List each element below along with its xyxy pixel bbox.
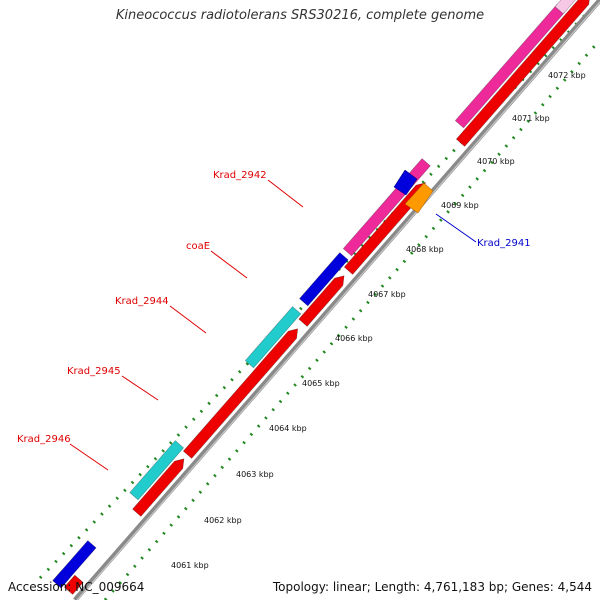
tick-4066: 4066 kbp xyxy=(335,334,373,343)
tick-4070: 4070 kbp xyxy=(477,157,515,166)
gene-label-krad-2945: Krad_2945 xyxy=(67,366,121,377)
label-leaders xyxy=(69,179,477,471)
gene-blue-reverse xyxy=(393,169,418,196)
cds-arrow-4 xyxy=(298,275,345,327)
cds-arrow-3 xyxy=(182,328,299,459)
gene-label-krad-2944: Krad_2944 xyxy=(115,296,169,307)
gene-bar-3 xyxy=(129,440,185,501)
gene-bar-2 xyxy=(52,540,97,589)
gene-track xyxy=(52,0,576,589)
gene-bar-4 xyxy=(244,306,302,369)
cds-arrow-6 xyxy=(455,0,590,147)
tick-4069: 4069 kbp xyxy=(441,201,479,210)
tick-4061: 4061 kbp xyxy=(171,561,209,570)
tick-4067: 4067 kbp xyxy=(368,290,406,299)
tick-4062: 4062 kbp xyxy=(204,516,242,525)
gene-label-group: Krad_2942 coaE Krad_2944 Krad_2945 Krad_… xyxy=(17,170,531,445)
tick-dotted-track xyxy=(103,39,600,600)
cds-arrow-2 xyxy=(132,458,185,517)
cds-track xyxy=(63,0,590,595)
gene-label-coae: coaE xyxy=(186,241,210,252)
tick-4065: 4065 kbp xyxy=(302,379,340,388)
tick-4063: 4063 kbp xyxy=(236,470,274,479)
genome-summary: Topology: linear; Length: 4,761,183 bp; … xyxy=(272,580,592,594)
gene-label-krad-2946: Krad_2946 xyxy=(17,434,71,445)
gene-bar-8 xyxy=(554,0,576,15)
tick-labels: 4061 kbp 4062 kbp 4063 kbp 4064 kbp 4065… xyxy=(171,71,586,570)
backbone-line xyxy=(73,0,600,600)
gene-label-krad-2941: Krad_2941 xyxy=(477,238,531,249)
accession-text: Accession: NC_009664 xyxy=(8,580,145,594)
gene-bar-5 xyxy=(299,252,349,307)
tick-4068: 4068 kbp xyxy=(406,245,444,254)
tick-4072: 4072 kbp xyxy=(548,71,586,80)
gene-bar-7 xyxy=(454,4,566,129)
gene-krad-2941 xyxy=(404,182,434,214)
gene-label-krad-2942: Krad_2942 xyxy=(213,170,267,181)
map-title: Kineococcus radiotolerans SRS30216, comp… xyxy=(115,8,485,23)
tick-4064: 4064 kbp xyxy=(269,424,307,433)
cds-arrow-1 xyxy=(63,574,84,595)
tick-4071: 4071 kbp xyxy=(512,114,550,123)
